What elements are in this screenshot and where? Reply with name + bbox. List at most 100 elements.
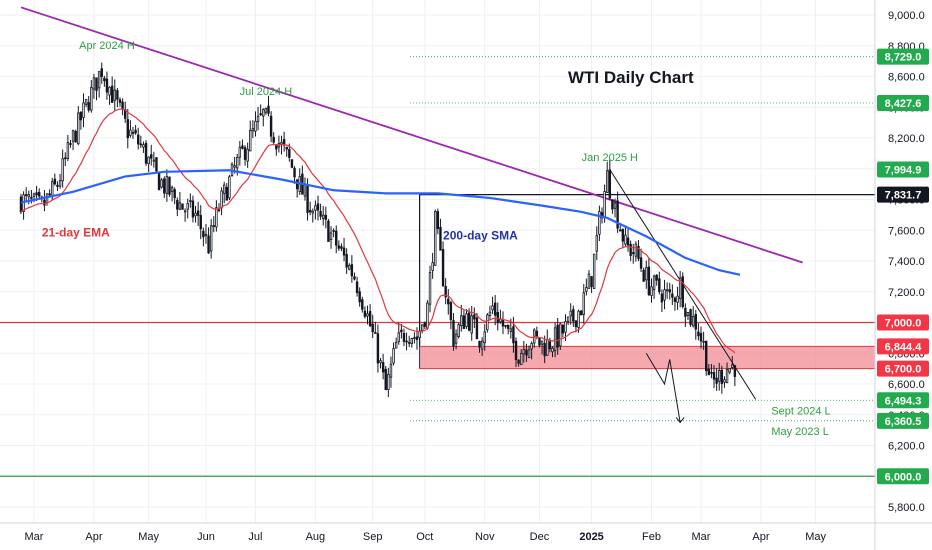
candle-up bbox=[82, 102, 85, 118]
candle-up bbox=[582, 292, 585, 315]
price-badge[interactable]: 7,000.0 bbox=[877, 314, 929, 331]
price-badge[interactable]: 7,994.9 bbox=[877, 161, 929, 178]
candle-up bbox=[314, 205, 317, 211]
x-tick-label: Apr bbox=[85, 531, 102, 543]
price-badge[interactable]: 6,000.0 bbox=[877, 468, 929, 485]
price-badge[interactable]: 8,427.6 bbox=[877, 95, 929, 112]
candle-up bbox=[204, 233, 208, 236]
chart-title: WTI Daily Chart bbox=[568, 68, 694, 87]
candle-down bbox=[361, 299, 364, 310]
candle-down bbox=[439, 226, 442, 251]
price-badge[interactable]: 6,700.0 bbox=[877, 360, 929, 377]
candle-down bbox=[19, 196, 23, 213]
price-badge-bg bbox=[877, 314, 929, 331]
candle-down bbox=[345, 254, 348, 268]
candle-down bbox=[199, 215, 202, 230]
candle-up bbox=[665, 289, 669, 292]
candle-down bbox=[103, 77, 106, 82]
candle-up bbox=[329, 232, 333, 240]
annotation-label: Jan 2025 H bbox=[582, 152, 638, 164]
candle-up bbox=[160, 179, 163, 188]
candle-up bbox=[564, 321, 567, 333]
candle-up bbox=[650, 286, 653, 296]
candle-down bbox=[181, 203, 184, 210]
y-tick-label: 9,000.0 bbox=[888, 10, 925, 22]
candle-up bbox=[92, 77, 96, 90]
price-badge-bg bbox=[877, 48, 929, 65]
price-badge-label: 6,000.0 bbox=[885, 471, 922, 483]
x-tick-label: May bbox=[805, 531, 826, 543]
x-tick-label: May bbox=[138, 531, 159, 543]
sma-200-line bbox=[20, 169, 741, 276]
candle-down bbox=[626, 237, 630, 246]
candle-up bbox=[585, 287, 588, 292]
candle-down bbox=[35, 192, 38, 196]
candle-down bbox=[611, 199, 614, 210]
price-badge-bg bbox=[877, 186, 929, 203]
candle-up bbox=[254, 120, 257, 132]
candle-up bbox=[152, 159, 156, 162]
candle-up bbox=[410, 338, 414, 345]
candle-up bbox=[553, 327, 557, 351]
annotation-label: Sept 2024 L bbox=[771, 405, 830, 417]
projection-path bbox=[645, 352, 685, 424]
candle-up bbox=[728, 368, 731, 373]
price-badge[interactable]: 8,729.0 bbox=[877, 48, 929, 65]
candle-up bbox=[233, 165, 236, 168]
candle-down bbox=[79, 112, 83, 121]
candle-down bbox=[733, 365, 737, 377]
price-badge[interactable]: 7,831.7 bbox=[877, 186, 929, 203]
candle-down bbox=[173, 189, 176, 199]
candle-up bbox=[97, 71, 101, 89]
candle-up bbox=[686, 312, 690, 316]
x-tick-label: Aug bbox=[306, 531, 326, 543]
candle-up bbox=[212, 225, 215, 227]
candle-up bbox=[723, 379, 726, 383]
candle-up bbox=[280, 141, 283, 145]
candle-up bbox=[691, 316, 695, 327]
candle-down bbox=[157, 172, 161, 191]
y-tick-label: 7,600.0 bbox=[888, 225, 925, 237]
candle-down bbox=[139, 143, 143, 146]
x-tick-label: Mar bbox=[692, 531, 711, 543]
price-badge[interactable]: 6,494.3 bbox=[877, 392, 929, 409]
candle-up bbox=[527, 349, 531, 358]
candle-up bbox=[321, 214, 325, 219]
ema-21-line bbox=[20, 108, 736, 354]
grid bbox=[0, 0, 875, 523]
price-badges[interactable]: 8,729.0 8,427.6 7,994.9 7,831.7 7,000.0 6,844… bbox=[877, 48, 929, 485]
x-tick-label: Feb bbox=[642, 531, 661, 543]
candle-up bbox=[460, 315, 463, 327]
candle-down bbox=[720, 369, 724, 385]
candle-up bbox=[215, 207, 218, 228]
price-badge[interactable]: 6,844.4 bbox=[877, 338, 929, 355]
candle-down bbox=[684, 307, 687, 317]
candle-down bbox=[655, 274, 658, 281]
candle-up bbox=[499, 318, 502, 323]
candle-down bbox=[504, 324, 507, 327]
candle-down bbox=[423, 322, 427, 327]
annotation-label: Apr 2024 H bbox=[79, 40, 135, 52]
candle-down bbox=[368, 311, 372, 327]
price-badge[interactable]: 6,360.5 bbox=[877, 412, 929, 429]
candle-up bbox=[566, 316, 570, 322]
candle-down bbox=[449, 302, 453, 320]
candle-up bbox=[387, 373, 390, 390]
candle-down bbox=[715, 377, 718, 384]
candle-up bbox=[64, 157, 67, 160]
support-zone bbox=[419, 345, 875, 370]
candle-down bbox=[556, 324, 559, 348]
candle-down bbox=[350, 264, 354, 277]
candle-up bbox=[186, 203, 189, 210]
candle-up bbox=[249, 129, 252, 152]
descending-trendline bbox=[20, 6, 803, 264]
annotation-label: 21-day EMA bbox=[42, 225, 110, 239]
candle-up bbox=[488, 311, 492, 316]
candle-down bbox=[496, 311, 499, 324]
candle-up bbox=[264, 107, 268, 113]
candle-up bbox=[546, 339, 549, 356]
candle-up bbox=[645, 267, 648, 281]
candle-down bbox=[535, 330, 539, 337]
candle-up bbox=[222, 184, 226, 194]
